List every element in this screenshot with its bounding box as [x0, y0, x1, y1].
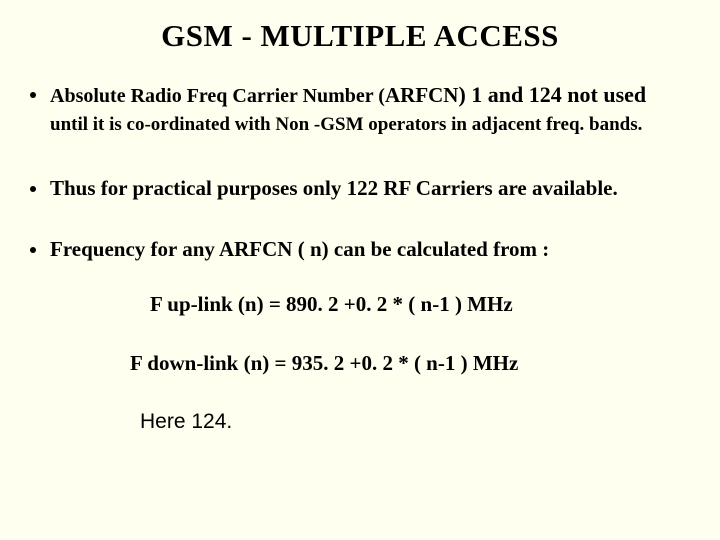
here-note: Here 124. — [140, 410, 690, 434]
bullet-2-text: Thus for practical purposes only 122 RF … — [50, 176, 618, 201]
bullet-3: Frequency for any ARFCN ( n) can be calc… — [30, 237, 690, 262]
bullet-2: Thus for practical purposes only 122 RF … — [30, 176, 690, 201]
bullet-1-line-2: until it is co-ordinated with Non -GSM o… — [50, 114, 690, 136]
bullet-1: Absolute Radio Freq Carrier Number (ARFC… — [30, 82, 690, 108]
bullet-dot-icon — [30, 92, 36, 98]
bullet-dot-icon — [30, 247, 36, 253]
bullet-dot-icon — [30, 186, 36, 192]
bullet-1-line-1: Absolute Radio Freq Carrier Number (ARFC… — [50, 82, 646, 108]
formula-downlink: F down-link (n) = 935. 2 +0. 2 * ( n-1 )… — [130, 351, 690, 376]
slide-title: GSM - MULTIPLE ACCESS — [30, 18, 690, 54]
bullet-1-tail: ) 1 and 124 not used — [458, 82, 646, 107]
bullet-3-text: Frequency for any ARFCN ( n) can be calc… — [50, 237, 549, 262]
bullet-1-abbr: ARFCN — [385, 83, 459, 107]
bullet-1-prefix: Absolute Radio Freq Carrier Number ( — [50, 85, 385, 107]
formula-uplink: F up-link (n) = 890. 2 +0. 2 * ( n-1 ) M… — [150, 292, 690, 317]
